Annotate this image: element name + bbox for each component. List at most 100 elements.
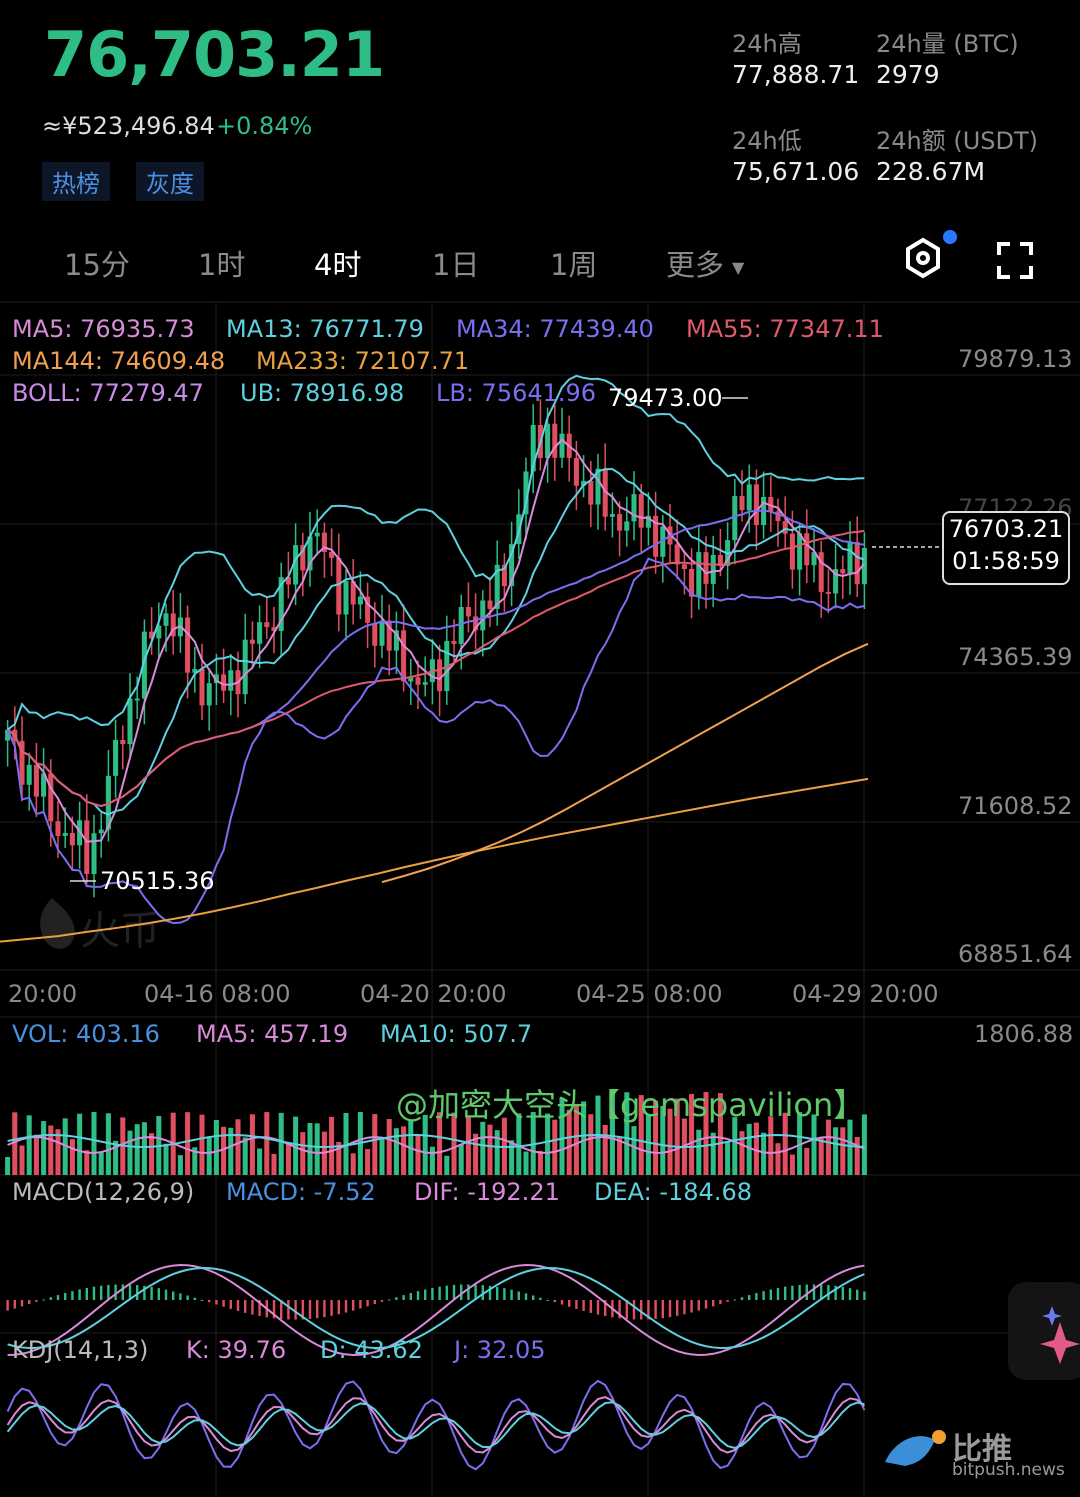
- volume-bar: [429, 1146, 435, 1175]
- tab-1w[interactable]: 1周: [550, 248, 598, 282]
- candle-body: [617, 514, 623, 531]
- volume-bar: [854, 1136, 860, 1175]
- macd-histogram-bar: [784, 1286, 787, 1300]
- volume-bar: [480, 1121, 486, 1175]
- macd-histogram-bar: [71, 1291, 74, 1300]
- candle-body: [120, 739, 126, 745]
- volume-ma5-line: [7, 1135, 865, 1155]
- macd-histogram-bar: [28, 1300, 31, 1305]
- candle-body: [98, 829, 104, 834]
- volume-bar: [624, 1092, 630, 1175]
- macd-histogram-bar: [524, 1293, 528, 1300]
- macd-histogram-bar: [20, 1300, 24, 1307]
- macd-histogram-bar: [776, 1287, 780, 1300]
- volume-bar: [703, 1092, 709, 1175]
- notification-dot: [943, 230, 957, 244]
- kdj-title: KDJ(14,1,3): [12, 1336, 149, 1364]
- cny-price: ≈¥523,496.84: [42, 112, 215, 140]
- volume-bar: [689, 1093, 695, 1175]
- volume-bar: [257, 1148, 263, 1175]
- volume-bar: [746, 1123, 752, 1175]
- volume-bar: [775, 1143, 781, 1175]
- tab-more-label: 更多: [666, 248, 725, 282]
- macd-histogram-bar: [647, 1300, 650, 1320]
- legend-ub: UB: 78916.98: [240, 379, 405, 407]
- macd-histogram-bar: [805, 1284, 808, 1300]
- volume-bar: [372, 1114, 378, 1175]
- price-change: +0.84%: [216, 112, 313, 140]
- current-price-tooltip[interactable]: 76703.21 01:58:59: [942, 511, 1070, 585]
- macd-histogram-bar: [755, 1293, 758, 1300]
- macd-histogram-bar: [474, 1284, 477, 1300]
- tag-grayscale[interactable]: 灰度: [136, 162, 204, 201]
- tab-4h[interactable]: 4时: [314, 248, 362, 282]
- candle-body: [350, 581, 356, 605]
- volume-bar: [545, 1113, 551, 1175]
- candle-body: [545, 423, 551, 459]
- candle-body: [314, 532, 320, 537]
- macd-histogram-bar: [280, 1300, 283, 1320]
- settings-icon[interactable]: [906, 230, 957, 279]
- y-tick-3: 74365.39: [958, 643, 1073, 671]
- chevron-down-icon: ▼: [732, 257, 745, 277]
- volume-bar: [696, 1129, 702, 1175]
- volume-bar: [739, 1131, 745, 1175]
- candle-body: [5, 729, 11, 741]
- fullscreen-icon[interactable]: [997, 242, 1033, 279]
- volume-bar: [847, 1119, 853, 1175]
- volume-bar: [134, 1124, 140, 1175]
- macd-histogram-bar: [740, 1297, 744, 1300]
- volume-bar: [617, 1136, 623, 1175]
- tab-more[interactable]: 更多 ▼: [666, 242, 744, 284]
- candle-body: [26, 764, 32, 785]
- candle-body: [293, 545, 299, 585]
- candle-body: [134, 698, 140, 701]
- kdj-j: J: 32.05: [454, 1336, 546, 1364]
- macd-histogram-bar: [546, 1299, 549, 1301]
- volume-bar: [645, 1115, 651, 1175]
- macd-histogram-bar: [539, 1297, 542, 1300]
- volume-bar: [221, 1126, 227, 1175]
- legend-boll: BOLL: 77279.47: [12, 379, 204, 407]
- tab-1h[interactable]: 1时: [198, 248, 246, 282]
- macd-histogram-bar: [258, 1300, 261, 1317]
- volume-bar: [84, 1150, 90, 1175]
- volume-bars-layer: [5, 1092, 867, 1175]
- macd-histogram-bar: [431, 1287, 434, 1300]
- candle-body: [271, 627, 277, 632]
- ma144-line: [381, 642, 869, 884]
- tab-1d[interactable]: 1日: [432, 248, 480, 282]
- tab-15m[interactable]: 15分: [64, 248, 130, 282]
- ma55-line: [6, 529, 865, 807]
- macd-histogram-bar: [244, 1300, 247, 1313]
- volume-bar: [833, 1127, 839, 1175]
- candle-body: [41, 773, 47, 797]
- macd-histogram-bar: [366, 1300, 369, 1307]
- macd-histogram-bar: [337, 1300, 340, 1315]
- volume-bar: [559, 1098, 565, 1175]
- macd-histogram-bar: [380, 1300, 384, 1302]
- kdj-d-line: [6, 1401, 865, 1449]
- macd-histogram-bar: [445, 1285, 448, 1300]
- legend-ma233: MA233: 72107.71: [256, 347, 470, 375]
- macd-histogram-bar: [323, 1300, 326, 1318]
- volume-bar: [336, 1142, 342, 1175]
- macd-layer: [6, 1264, 866, 1356]
- volume-bar: [487, 1124, 493, 1175]
- current-price-value: 76703.21: [948, 515, 1064, 543]
- tag-hot-list[interactable]: 热榜: [42, 162, 110, 201]
- y-tick-5: 68851.64: [958, 940, 1073, 968]
- candle-body: [739, 496, 745, 511]
- candle-body: [141, 631, 147, 699]
- candle-body: [408, 677, 414, 682]
- volume-bar: [33, 1134, 39, 1175]
- candle-body: [732, 496, 738, 541]
- candle-body: [343, 581, 349, 615]
- candle-body: [782, 521, 788, 534]
- kdj-layer: [6, 1379, 866, 1471]
- macd-value: MACD: -7.52: [226, 1178, 376, 1206]
- macd-histogram-bar: [762, 1291, 765, 1300]
- macd-histogram-bar: [553, 1300, 556, 1303]
- kdj-d: D: 43.62: [320, 1336, 423, 1364]
- sparkle-icon[interactable]: [1008, 1282, 1080, 1380]
